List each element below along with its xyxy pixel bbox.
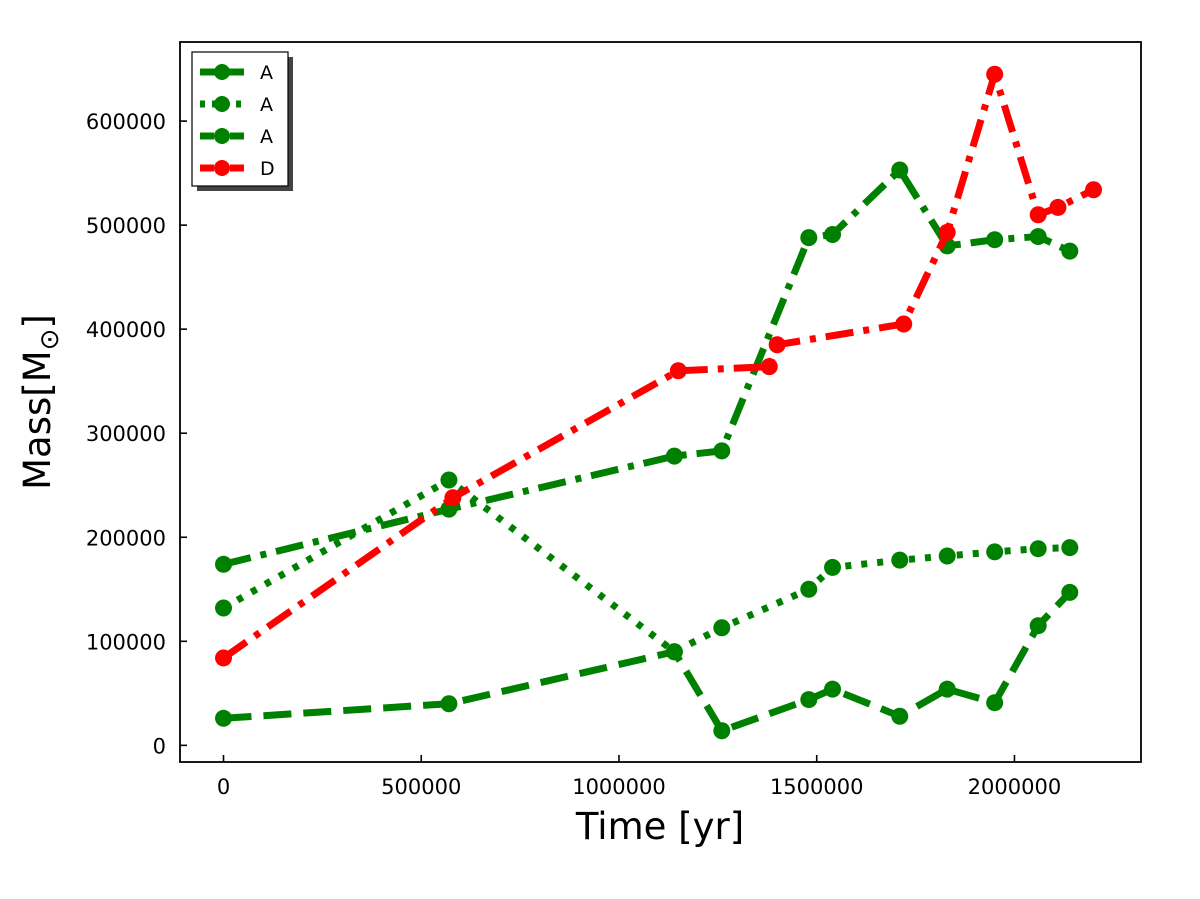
legend-label: A bbox=[260, 94, 273, 116]
data-point bbox=[824, 680, 842, 698]
data-point bbox=[800, 691, 818, 709]
plot-frame bbox=[179, 41, 1142, 763]
legend-label: D bbox=[260, 158, 275, 180]
series-2 bbox=[215, 471, 1079, 661]
data-point bbox=[986, 694, 1004, 712]
data-point bbox=[665, 643, 683, 661]
data-point bbox=[1061, 539, 1079, 557]
data-point bbox=[665, 447, 683, 465]
y-axis-ticks: 0 100000 200000 300000 400000 500000 600000 bbox=[86, 110, 187, 758]
series-line bbox=[223, 589, 1073, 735]
data-point bbox=[440, 471, 458, 489]
data-point bbox=[824, 558, 842, 576]
data-point bbox=[986, 231, 1004, 249]
data-point bbox=[760, 358, 778, 376]
data-point bbox=[938, 680, 956, 698]
y-tick-label: 300000 bbox=[86, 422, 166, 446]
data-point bbox=[938, 547, 956, 565]
y-tick-label: 200000 bbox=[86, 526, 166, 550]
series-4 bbox=[215, 65, 1103, 667]
legend-entry: A bbox=[200, 94, 273, 116]
data-point bbox=[895, 315, 913, 333]
series-3 bbox=[215, 161, 1079, 573]
data-point bbox=[215, 599, 233, 617]
data-point bbox=[800, 229, 818, 247]
data-point bbox=[986, 65, 1004, 83]
data-point bbox=[215, 649, 233, 667]
data-point bbox=[891, 161, 909, 179]
series-1 bbox=[215, 583, 1079, 740]
data-point bbox=[713, 442, 731, 460]
x-tick-label: 1000000 bbox=[572, 775, 666, 799]
data-point bbox=[713, 619, 731, 637]
data-point bbox=[1085, 181, 1103, 199]
data-point bbox=[891, 551, 909, 569]
x-tick-label: 500000 bbox=[381, 775, 461, 799]
data-point bbox=[669, 362, 687, 380]
data-point bbox=[1029, 540, 1047, 558]
x-tick-label: 2000000 bbox=[968, 775, 1062, 799]
legend-entry: D bbox=[200, 158, 275, 180]
y-axis-label-main: Mass[M bbox=[16, 350, 59, 490]
series-line bbox=[221, 476, 1070, 656]
legend-label: A bbox=[260, 62, 273, 84]
data-point bbox=[1049, 198, 1067, 216]
y-tick-label: 400000 bbox=[86, 318, 166, 342]
y-axis-label-subscript: ⊙ bbox=[35, 329, 65, 351]
data-point bbox=[938, 223, 956, 241]
y-tick-label: 500000 bbox=[86, 214, 166, 238]
data-point bbox=[713, 722, 731, 740]
x-axis-label: Time [yr] bbox=[575, 805, 744, 848]
data-point bbox=[444, 489, 462, 507]
data-point bbox=[440, 695, 458, 713]
data-point bbox=[800, 580, 818, 598]
data-point bbox=[1061, 242, 1079, 260]
y-tick-label: 100000 bbox=[86, 630, 166, 654]
y-tick-label: 600000 bbox=[86, 110, 166, 134]
y-tick-label: 0 bbox=[153, 734, 166, 758]
data-point bbox=[1029, 228, 1047, 246]
legend-marker bbox=[214, 128, 230, 144]
plot-series bbox=[215, 65, 1103, 740]
data-point bbox=[768, 336, 786, 354]
series-line bbox=[221, 70, 1096, 661]
legend-marker bbox=[214, 96, 230, 112]
y-axis-label: Mass[M⊙] bbox=[16, 314, 65, 490]
legend-entry: A bbox=[200, 62, 273, 84]
data-point bbox=[891, 707, 909, 725]
data-point bbox=[1061, 583, 1079, 601]
data-point bbox=[824, 225, 842, 243]
data-point bbox=[215, 709, 233, 727]
x-tick-label: 1500000 bbox=[770, 775, 864, 799]
data-point bbox=[986, 543, 1004, 561]
legend-label: A bbox=[260, 126, 273, 148]
y-axis-label-close: ] bbox=[16, 314, 59, 328]
data-point bbox=[1029, 617, 1047, 635]
legend-marker bbox=[214, 64, 230, 80]
data-point bbox=[1029, 206, 1047, 224]
data-point bbox=[215, 555, 233, 573]
x-axis-ticks: 0 500000 1000000 1500000 2000000 bbox=[217, 755, 1061, 799]
legend-entry: A bbox=[200, 126, 273, 148]
x-tick-label: 0 bbox=[217, 775, 230, 799]
legend-marker bbox=[214, 160, 230, 176]
